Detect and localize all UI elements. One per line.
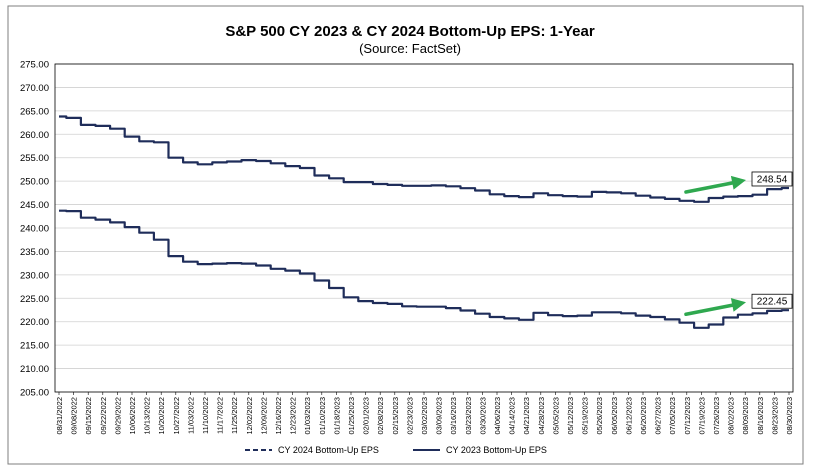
y-tick-label: 210.00 (20, 364, 49, 375)
chart-title: S&P 500 CY 2023 & CY 2024 Bottom-Up EPS:… (225, 23, 594, 40)
series-line-cy2024 (59, 115, 789, 203)
x-tick-label: 03/16/2023 (449, 397, 458, 435)
x-tick-label: 09/08/2022 (70, 397, 79, 435)
y-tick-label: 265.00 (20, 106, 49, 117)
x-tick-label: 05/05/2023 (551, 397, 560, 435)
x-tick-label: 08/16/2023 (756, 397, 765, 435)
x-tick-label: 03/02/2023 (420, 397, 429, 435)
x-tick-label: 10/13/2022 (143, 397, 152, 435)
y-tick-label: 230.00 (20, 270, 49, 281)
x-tick-label: 11/17/2022 (216, 397, 225, 434)
x-tick-label: 02/01/2023 (362, 397, 371, 435)
x-tick-label: 01/10/2023 (318, 397, 327, 435)
trend-arrow (684, 180, 736, 194)
end-value-box (751, 293, 793, 309)
y-tick-label: 260.00 (20, 130, 49, 141)
x-tick-label: 12/16/2022 (274, 397, 283, 435)
end-value-box (751, 171, 793, 187)
y-tick-label: 275.00 (20, 60, 49, 71)
x-tick-label: 05/12/2023 (566, 397, 575, 435)
y-axis: 205.00 210.00 215.00 220.00 225.00 230.00 235.… (20, 60, 49, 399)
x-tick-label: 07/19/2023 (697, 397, 706, 435)
x-tick-label: 01/03/2023 (303, 397, 312, 435)
annotations: 248.54 222.45 (684, 171, 793, 317)
y-tick-label: 235.00 (20, 247, 49, 258)
x-tick-label: 11/10/2022 (201, 397, 210, 434)
x-tick-label: 01/18/2023 (332, 397, 341, 435)
y-tick-label: 240.00 (20, 224, 49, 235)
x-tick-label: 12/09/2022 (259, 397, 268, 435)
x-tick-label: 03/09/2023 (435, 397, 444, 435)
x-tick-label: 06/20/2023 (639, 397, 648, 435)
x-tick-label: 09/29/2022 (113, 397, 122, 435)
x-tick-label: 06/27/2023 (654, 397, 663, 435)
end-value-label: 222.45 (757, 297, 788, 308)
x-tick-label: 08/23/2023 (770, 397, 779, 435)
y-tick-label: 255.00 (20, 153, 49, 164)
y-tick-label: 225.00 (20, 294, 49, 305)
x-tick-label: 04/28/2023 (537, 397, 546, 435)
x-tick-label: 02/23/2023 (405, 397, 414, 435)
series-line-cy2023 (59, 209, 789, 329)
y-tick-label: 215.00 (20, 341, 49, 352)
x-tick-label: 01/25/2023 (347, 397, 356, 435)
x-tick-label: 08/09/2023 (741, 397, 750, 435)
chart-border (7, 5, 804, 465)
x-tick-label: 12/02/2022 (245, 397, 254, 435)
x-tick-label: 05/19/2023 (581, 397, 590, 435)
chart-subtitle: (Source: FactSet) (359, 41, 461, 56)
x-tick-label: 07/05/2023 (668, 397, 677, 435)
x-tick-label: 09/22/2022 (99, 397, 108, 435)
x-tick-label: 02/15/2023 (391, 397, 400, 435)
x-tick-label: 11/25/2022 (230, 397, 239, 434)
trend-arrow-head (730, 175, 746, 190)
x-tick-label: 04/06/2023 (493, 397, 502, 435)
y-tick-label: 250.00 (20, 177, 49, 188)
x-tick-label: 08/30/2023 (785, 397, 794, 435)
y-tick-label: 205.00 (20, 388, 49, 399)
x-tick-label: 06/12/2023 (624, 397, 633, 435)
trend-arrow (684, 303, 736, 317)
legend-label-cy2024: CY 2024 Bottom-Up EPS (278, 445, 379, 455)
x-tick-label: 05/26/2023 (595, 397, 604, 435)
x-tick-label: 03/23/2023 (464, 397, 473, 435)
plot-area (54, 63, 794, 393)
legend-label-cy2023: CY 2023 Bottom-Up EPS (446, 445, 547, 455)
x-tick-label: 07/12/2023 (683, 397, 692, 435)
y-tick-label: 270.00 (20, 83, 49, 94)
x-tick-label: 09/15/2022 (84, 397, 93, 435)
end-value-label: 248.54 (757, 174, 788, 185)
x-tick-label: 12/23/2022 (289, 397, 298, 435)
x-tick-label: 10/27/2022 (172, 397, 181, 435)
x-tick-label: 06/05/2023 (610, 397, 619, 435)
y-tick-label: 245.00 (20, 200, 49, 211)
trend-arrow-head (730, 298, 746, 312)
x-tick-label: 03/30/2023 (478, 397, 487, 435)
x-axis: 08/31/2022 09/08/2022 09/15/2022 09/22/2022… (55, 392, 794, 435)
x-tick-label: 08/31/2022 (55, 397, 64, 435)
x-tick-label: 11/03/2022 (186, 397, 195, 434)
series-lines (59, 115, 789, 329)
y-tick-label: 220.00 (20, 317, 49, 328)
x-tick-label: 10/06/2022 (128, 397, 137, 435)
x-tick-label: 07/26/2023 (712, 397, 721, 435)
x-tick-label: 08/02/2023 (727, 397, 736, 435)
x-tick-label: 04/21/2023 (522, 397, 531, 435)
x-tick-label: 04/14/2023 (508, 397, 517, 435)
x-tick-label: 02/08/2023 (376, 397, 385, 435)
legend: CY 2024 Bottom-Up EPS CY 2023 Bottom-Up … (245, 445, 547, 455)
x-tick-label: 10/20/2022 (157, 397, 166, 435)
